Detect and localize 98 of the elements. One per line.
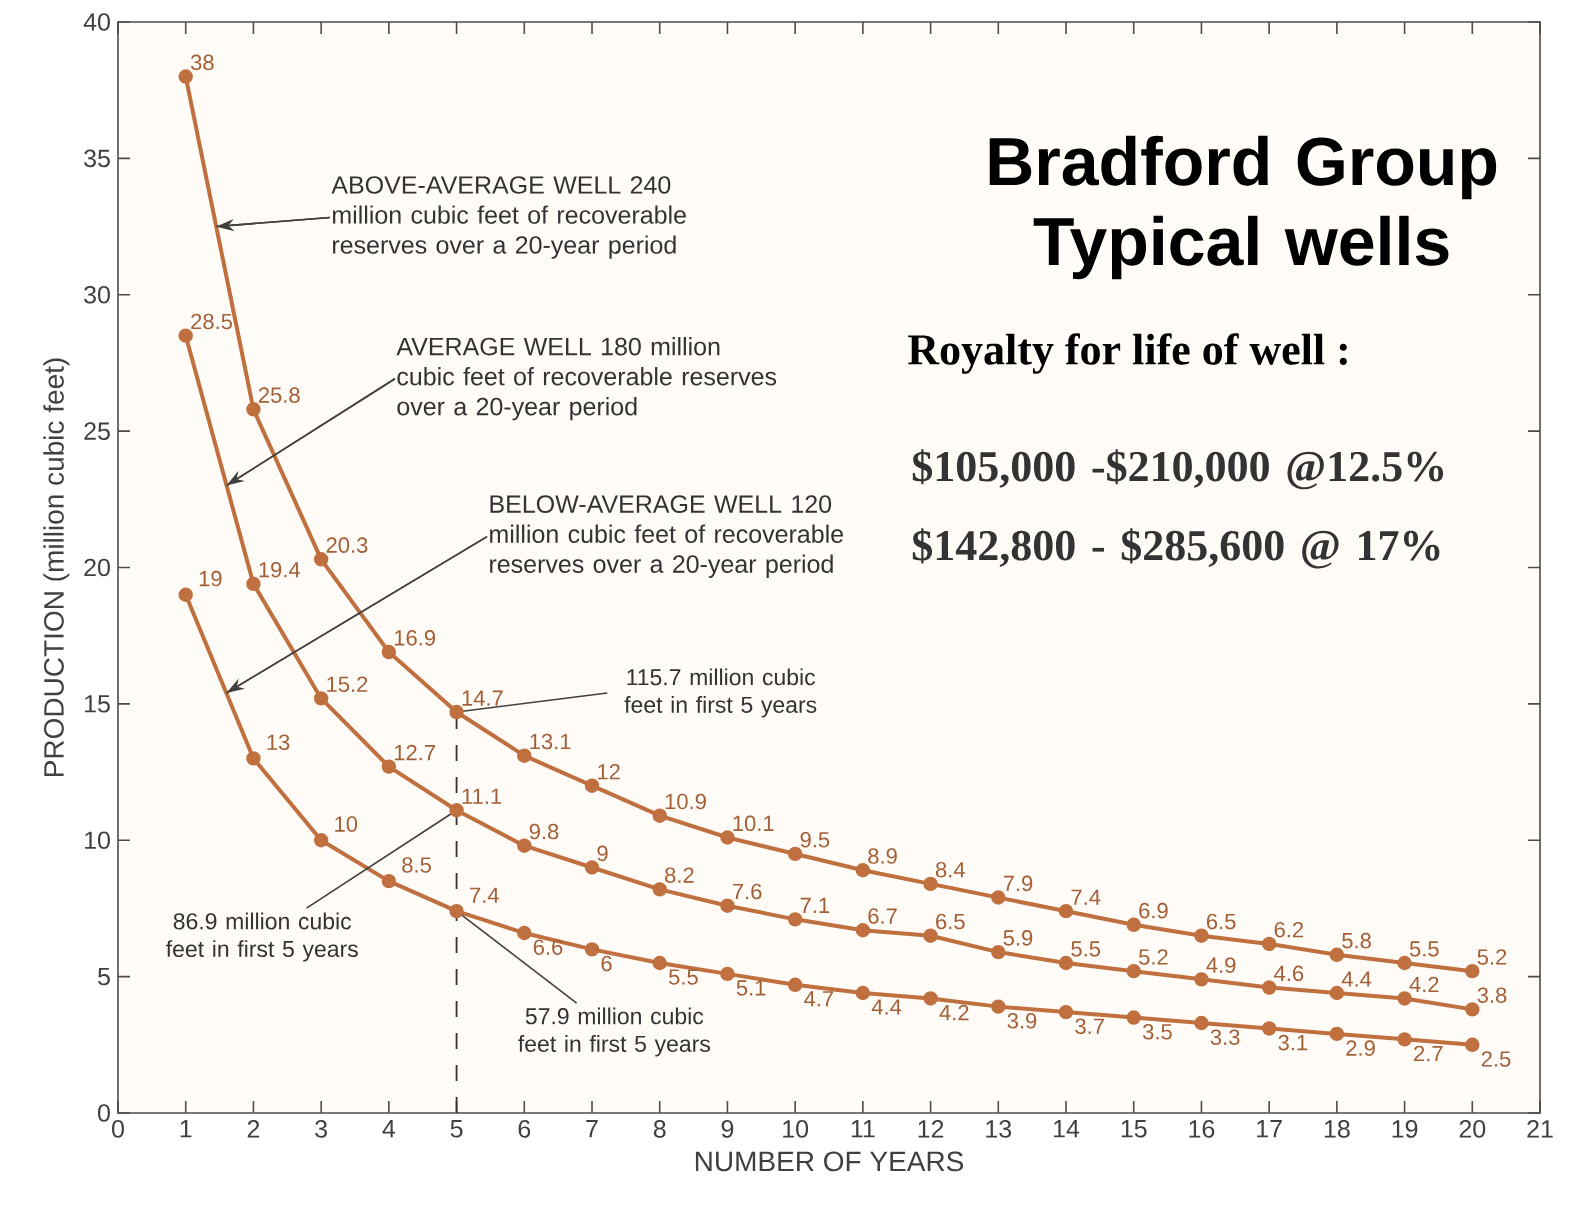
- data-label: 4.2: [1409, 976, 1439, 993]
- x-tick-label: 9: [721, 1120, 734, 1138]
- data-label: 5.8: [1342, 932, 1371, 949]
- data-label: 3.5: [1142, 1023, 1172, 1040]
- data-label: 11.1: [462, 788, 502, 804]
- data-label: 28.5: [191, 313, 232, 330]
- data-label: 5.1: [736, 980, 766, 996]
- data-label: 9: [597, 845, 608, 862]
- data-label: 6: [601, 955, 612, 972]
- data-label: 2.7: [1414, 1045, 1443, 1062]
- y-tick-label: 0: [98, 1104, 110, 1122]
- data-label: 4.2: [939, 1004, 969, 1021]
- data-label: 19: [199, 570, 222, 587]
- x-tick-label: 13: [986, 1120, 1012, 1138]
- data-label: 7.1: [800, 897, 830, 913]
- data-label: 6.6: [533, 939, 563, 955]
- data-label: 6.5: [1206, 913, 1236, 930]
- data-label: 2.5: [1481, 1051, 1511, 1067]
- y-tick-label: 30: [84, 285, 110, 304]
- data-label: 3.7: [1075, 1018, 1104, 1035]
- data-label: 7.6: [732, 883, 762, 900]
- data-label: 12.7: [394, 744, 435, 761]
- x-tick-label: 3: [315, 1120, 327, 1138]
- data-label: 13: [267, 734, 290, 751]
- x-tick-label: 16: [1189, 1120, 1215, 1138]
- y-tick-label: 40: [83, 13, 110, 31]
- data-label: 3.8: [1477, 987, 1507, 1003]
- y-tick-label: 5: [98, 967, 110, 986]
- x-tick-label: 19: [1392, 1120, 1418, 1138]
- data-label: 3.3: [1210, 1029, 1240, 1045]
- text: Bradford Group Typical wells: [989, 135, 1497, 280]
- x-tick-label: 1: [180, 1120, 192, 1138]
- annotation: 57.9 million cubic feet in first 5 years: [518, 1007, 711, 1057]
- data-label: 8.2: [665, 867, 694, 883]
- data-label: 5.5: [1409, 941, 1439, 957]
- x-tick-label: 14: [1054, 1120, 1080, 1138]
- data-label: 5.2: [1139, 949, 1168, 965]
- x-axis-title: NUMBER OF YEARS: [695, 1151, 964, 1172]
- y-tick-label: 25: [84, 422, 110, 440]
- annotation: $142,800 - $285,600 @ 17%: [912, 528, 1440, 569]
- data-label: 7.4: [1071, 889, 1101, 905]
- data-label: 7.9: [1003, 875, 1033, 892]
- data-label: 6.9: [1139, 902, 1168, 919]
- text: Royalty for life of well :: [908, 333, 1347, 374]
- annotation: ABOVE-AVERAGE WELL 240 million cubic feet of recoverable reserves over a 20-year period: [331, 176, 686, 259]
- x-tick-label: 6: [518, 1120, 531, 1138]
- x-tick-label: 10: [783, 1120, 809, 1138]
- x-tick-label: 4: [382, 1120, 396, 1138]
- x-tick-label: 20: [1459, 1120, 1486, 1138]
- x-tick-label: 0: [112, 1120, 124, 1138]
- data-label: 3.1: [1278, 1034, 1308, 1051]
- data-label: 4.9: [1206, 957, 1236, 973]
- x-tick-label: 8: [653, 1120, 666, 1138]
- x-tick-label: 21: [1527, 1120, 1553, 1138]
- annotation: 115.7 million cubic feet in first 5 years: [624, 668, 817, 718]
- data-label: 4.4: [1341, 971, 1372, 987]
- data-label: 4.7: [804, 991, 834, 1007]
- x-tick-label: 7: [586, 1120, 598, 1138]
- x-tick-label: 17: [1257, 1120, 1282, 1138]
- data-label: 4.6: [1274, 965, 1304, 982]
- data-label: 6.5: [936, 913, 965, 930]
- data-label: 7.4: [470, 887, 499, 903]
- data-label: 8.9: [868, 848, 897, 864]
- data-label: 5.5: [1071, 941, 1101, 957]
- y-tick-label: 15: [85, 695, 110, 713]
- y-axis-title: PRODUCTION (million cubic feet): [43, 358, 70, 777]
- data-label: 3.9: [1007, 1013, 1037, 1029]
- data-label: 6.7: [868, 908, 897, 924]
- data-label: 5.5: [669, 969, 698, 985]
- data-label: 5.9: [1003, 930, 1033, 946]
- x-tick-label: 12: [918, 1120, 944, 1138]
- data-label: 38: [190, 54, 214, 71]
- data-label: 10: [335, 816, 358, 832]
- x-tick-label: 11: [851, 1120, 875, 1138]
- data-label: 2.9: [1346, 1040, 1375, 1056]
- data-label: 8.4: [935, 861, 965, 878]
- data-label: 8.5: [402, 857, 431, 873]
- annotation: BELOW-AVERAGE WELL 120 million cubic feet of recoverable reserves over a 20-year period: [490, 495, 843, 578]
- x-tick-label: 5: [450, 1120, 463, 1138]
- data-label: 10.9: [665, 793, 706, 810]
- x-tick-label: 15: [1121, 1120, 1147, 1138]
- data-label: 5.2: [1477, 949, 1507, 965]
- data-label: 13.1: [530, 733, 571, 750]
- y-tick-label: 10: [85, 831, 110, 850]
- annotation: $105,000 -$210,000 @12.5%: [912, 449, 1444, 490]
- annotation: 86.9 million cubic feet in first 5 years: [166, 912, 358, 962]
- y-tick-label: 20: [84, 558, 110, 577]
- x-tick-label: 18: [1324, 1120, 1350, 1138]
- data-label: 12: [598, 763, 620, 780]
- data-label: 10.1: [733, 815, 774, 832]
- annotation: AVERAGE WELL 180 million cubic feet of recoverable reserves over a 20-year period: [396, 337, 777, 421]
- data-label: 9.5: [800, 831, 830, 848]
- data-label: 4.4: [871, 999, 902, 1015]
- x-tick-label: 2: [247, 1120, 260, 1138]
- data-label: 9.8: [529, 823, 559, 840]
- y-tick-label: 35: [84, 149, 110, 168]
- data-label: 14.7: [462, 690, 503, 706]
- data-label: 6.2: [1274, 921, 1304, 938]
